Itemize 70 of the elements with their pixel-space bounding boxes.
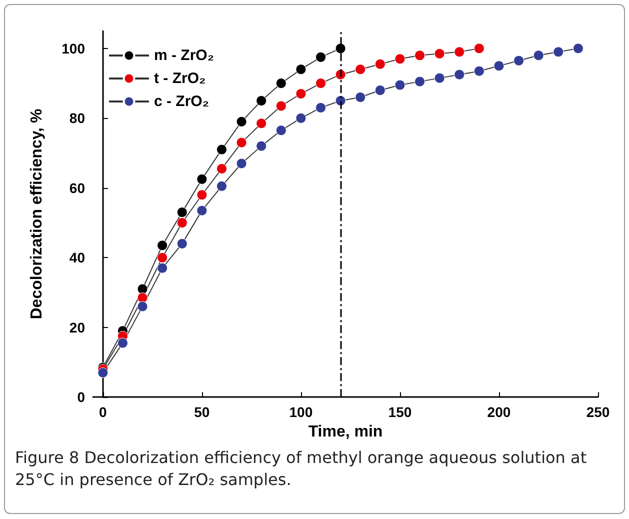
x-tick-label: 0 [99,404,108,420]
point [157,240,168,251]
point [296,64,306,75]
point [316,102,326,113]
y-tick-label: 40 [69,250,86,266]
point [355,92,366,102]
point [157,252,168,263]
point [137,301,148,312]
point [514,55,524,66]
point [414,50,426,61]
point [553,46,564,58]
point [533,50,544,61]
point [394,80,406,90]
point [335,43,346,54]
x-tick-label: 100 [289,404,313,420]
y-tick-label: 100 [62,40,86,56]
y-tick-label: 60 [69,180,86,196]
point [196,190,208,200]
point [374,58,386,70]
point [434,72,445,84]
caption: Figure 8 Decolorization efficiency of methyl orange aqueous solution at 25°C in presence of ZrO₂ samples. [15,447,588,490]
y-tick-label: 80 [69,110,86,126]
point [236,137,247,148]
point [98,367,108,378]
legend-label: c - ZrO₂ [154,93,210,110]
point [236,158,247,169]
point [176,218,188,228]
x-tick-label: 200 [487,404,511,420]
point [216,180,227,192]
point [216,163,227,174]
point [394,54,406,64]
point [236,116,247,127]
point [474,66,484,76]
point [434,48,445,59]
point [454,46,465,58]
point [176,238,188,249]
point [117,338,128,348]
point [474,43,484,54]
point [296,88,306,100]
legend-label: t - ZrO₂ [154,70,206,87]
point [374,85,386,96]
point [137,292,148,303]
legend-label: m - ZrO₂ [154,47,214,64]
point [256,95,267,106]
point [256,118,267,129]
x-axis-title: Time, min [308,424,383,440]
y-tick-label: 0 [77,389,86,406]
point [316,78,326,89]
point [572,43,584,54]
point [316,52,326,62]
point [216,144,227,155]
x-tick-label: 250 [586,404,610,420]
y-tick-label: 20 [69,319,86,336]
point [196,174,208,184]
point [137,284,148,294]
point [276,100,286,112]
point [276,125,286,136]
x-tick-label: 150 [388,404,412,420]
point [256,140,267,152]
point [494,60,504,72]
point [414,76,426,87]
point [276,78,286,89]
point [454,69,465,80]
point [157,262,168,274]
y-axis-title: Decolorization efficiency, % [28,108,46,320]
point [296,112,306,124]
point [355,64,366,75]
point [196,205,208,216]
x-tick-label: 50 [194,404,210,420]
point [176,207,188,218]
